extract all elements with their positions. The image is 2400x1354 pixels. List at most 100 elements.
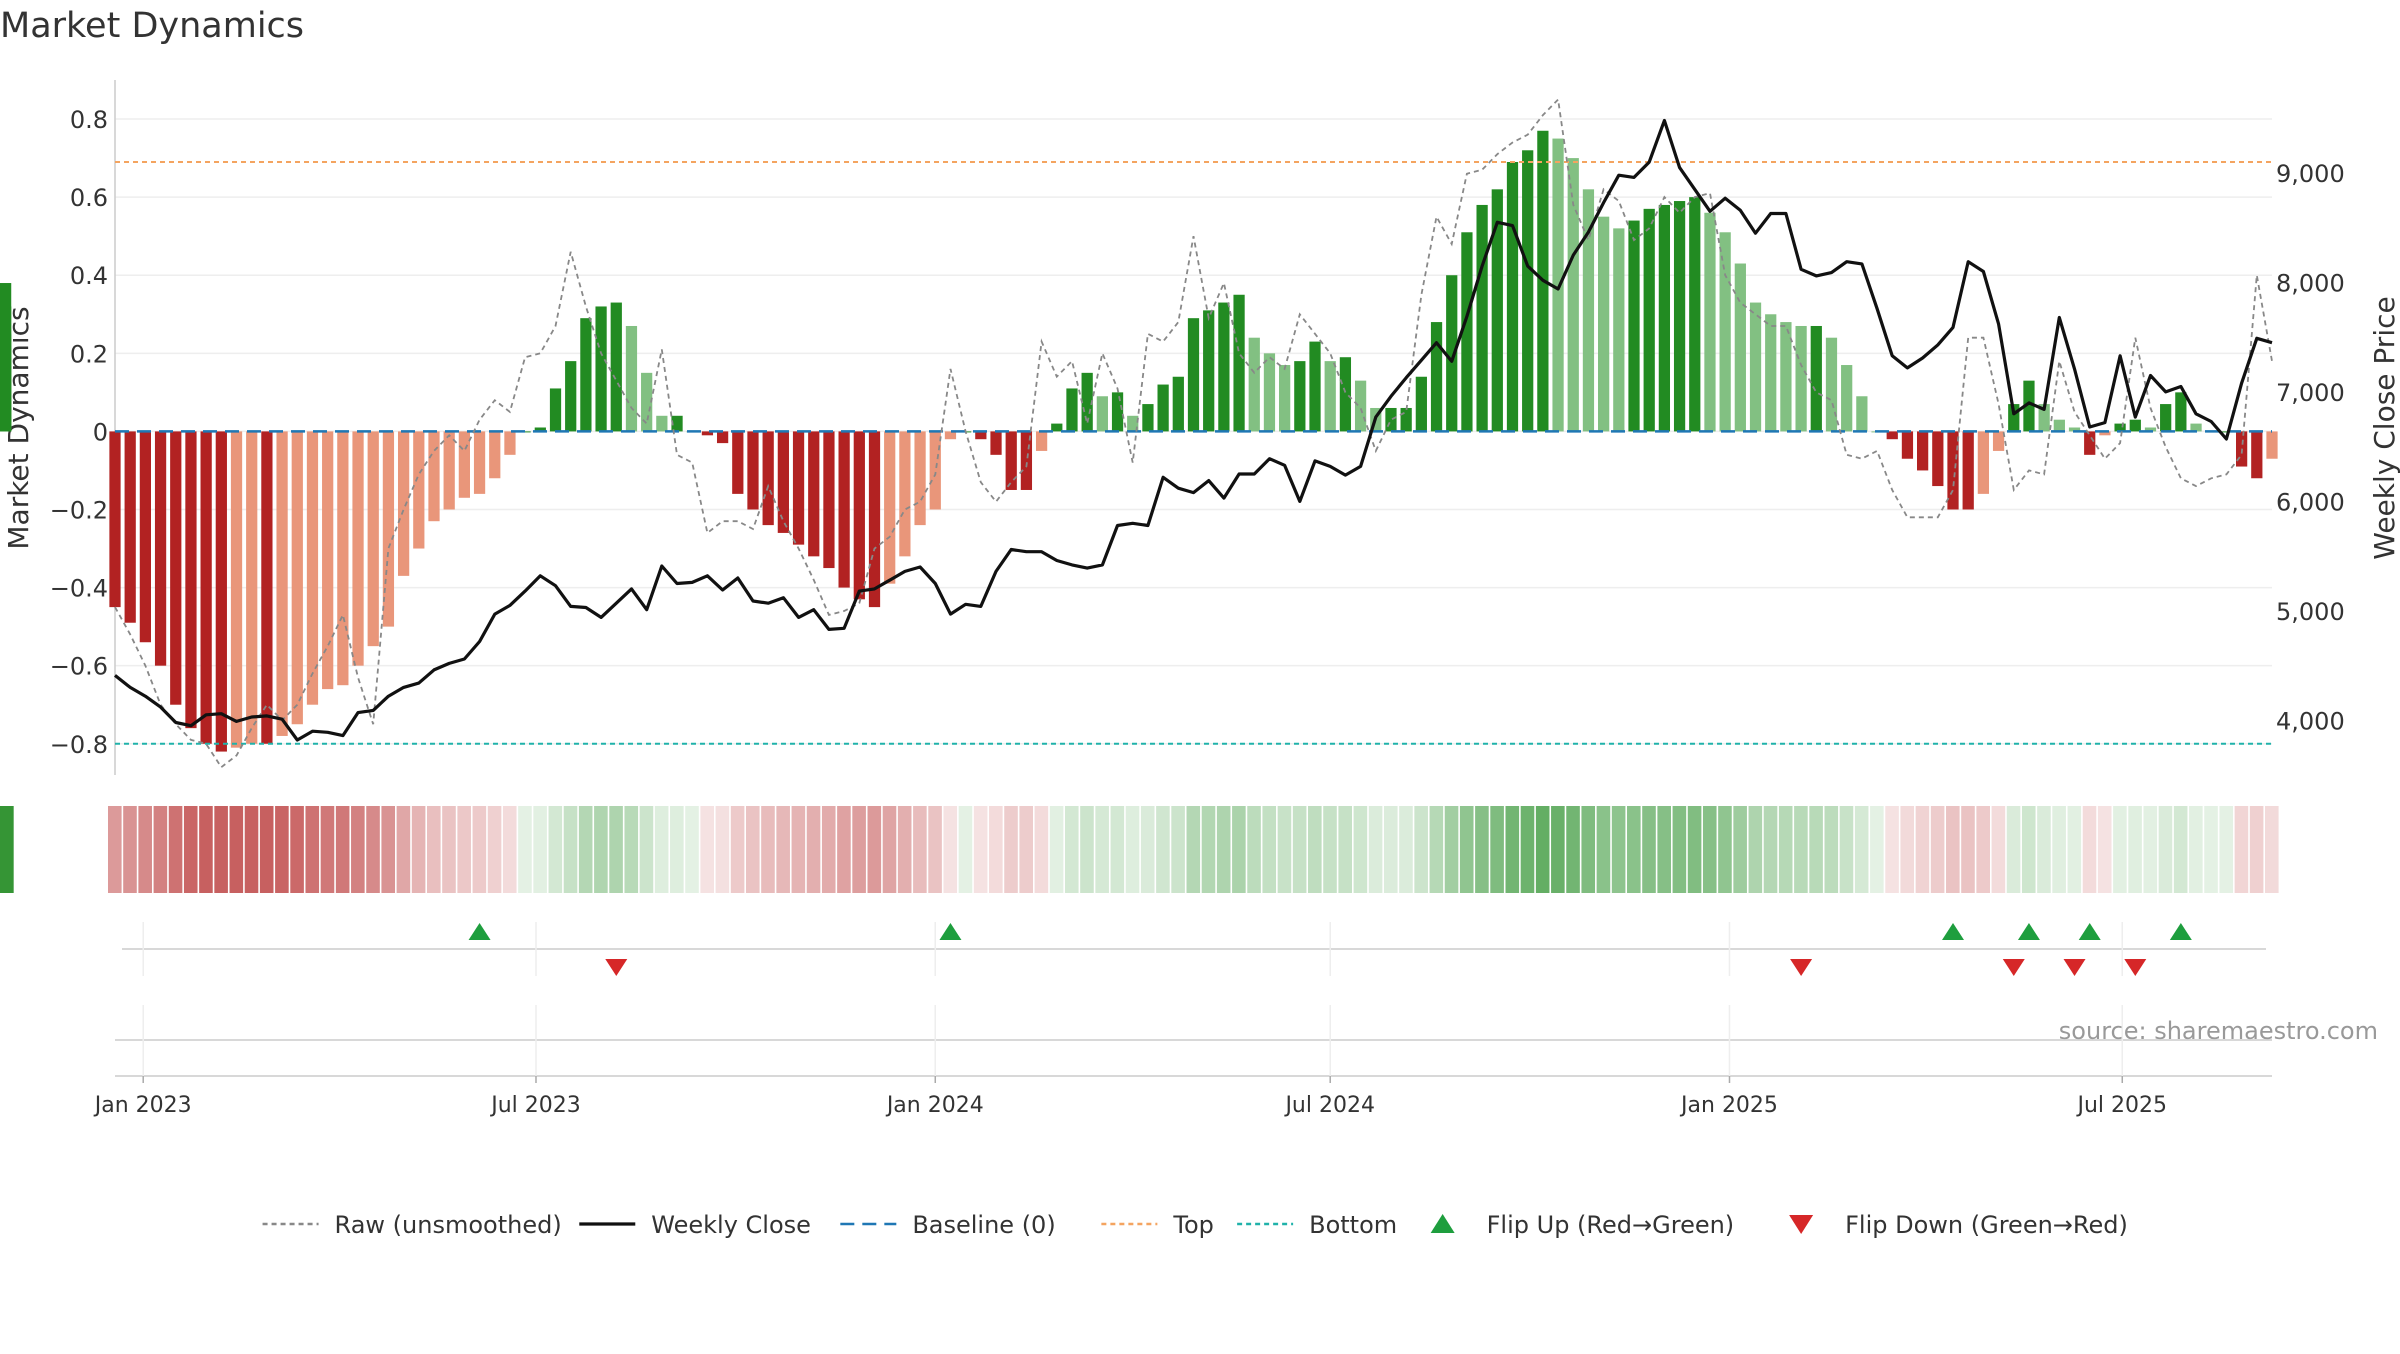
dynamics-bar: [1582, 189, 1595, 432]
dynamics-bar: [1886, 431, 1898, 440]
dynamics-bar: [215, 431, 227, 752]
heat-cell: [1019, 806, 1034, 893]
heat-cell: [1854, 806, 1869, 893]
source-label: source: sharemaestro.com: [2059, 1017, 2378, 1045]
flip-up-marker: [1942, 923, 1965, 940]
dynamics-bar: [1187, 318, 1200, 432]
dynamics-bar: [109, 431, 121, 608]
x-tick-label: Jul 2023: [489, 1093, 581, 1118]
dynamics-bar: [2266, 431, 2278, 459]
heat-cell: [1566, 806, 1580, 893]
heat-cell: [1915, 806, 1930, 893]
heat-cell: [1885, 806, 1899, 893]
heat-cell: [2113, 806, 2127, 893]
dynamics-bar: [1658, 204, 1671, 432]
flip-up-marker: [2078, 923, 2101, 940]
heat-cell: [1247, 806, 1261, 893]
dynamics-bar: [473, 431, 486, 494]
heat-cell: [2037, 806, 2051, 893]
heat-cell: [548, 806, 563, 893]
heat-cell: [973, 806, 988, 893]
dynamics-bar: [1294, 361, 1306, 432]
dynamics-bar: [1157, 384, 1169, 432]
heat-cell: [1778, 806, 1793, 893]
legend-item: Top: [1101, 1211, 1214, 1239]
heat-cell: [1034, 806, 1049, 893]
heat-cell: [1414, 806, 1428, 893]
dynamics-bar: [1962, 431, 1974, 510]
heat-cell: [153, 806, 168, 893]
dynamics-bar: [1749, 302, 1762, 432]
heat-cell: [1049, 806, 1064, 893]
dynamics-bar: [1841, 365, 1853, 432]
dynamics-bar: [200, 431, 212, 744]
left-tick-label: 0.4: [70, 262, 108, 290]
heat-cell: [1733, 806, 1747, 893]
heat-cell: [1292, 806, 1307, 893]
heat-cell: [1308, 806, 1322, 893]
legend-label: Top: [1172, 1211, 1214, 1239]
dynamics-bar: [2053, 419, 2065, 432]
dynamics-bar: [1172, 376, 1184, 432]
dynamics-bar: [261, 431, 273, 744]
heat-cell: [472, 806, 487, 893]
heat-cell: [2249, 806, 2264, 893]
left-tick-label: −0.4: [50, 575, 108, 603]
dynamics-bar: [2144, 427, 2157, 432]
heat-cell: [882, 806, 897, 893]
dynamics-bar: [1780, 322, 1792, 432]
dynamics-bar: [1248, 337, 1260, 432]
dynamics-bar: [1461, 232, 1473, 432]
heat-cell: [1232, 806, 1246, 893]
dynamics-bar: [732, 431, 744, 494]
dynamics-bar: [1719, 232, 1731, 432]
plot-layer: 0.8 0.6 0.4 0.2 0 −0.2 −0.4 −0.6 −0.8 9,000 8,000 7…: [0, 80, 2345, 1118]
dynamics-bar: [1233, 294, 1245, 432]
heat-cell: [305, 806, 320, 893]
heat-cell: [730, 806, 745, 893]
heat-cell: [897, 806, 912, 893]
dynamics-bar: [1324, 361, 1336, 432]
dynamics-bar: [580, 318, 592, 432]
heat-cell: [1900, 806, 1915, 893]
dynamics-bar: [2114, 423, 2126, 432]
heat-cell: [761, 806, 775, 893]
heat-cell: [2219, 806, 2234, 893]
heat-cell: [366, 806, 380, 893]
dynamics-bar: [337, 431, 349, 686]
x-tick-label: Jan 2024: [885, 1093, 984, 1118]
heat-cell: [2021, 806, 2036, 893]
heat-cell: [2006, 806, 2021, 893]
heat-cell: [1687, 806, 1702, 893]
heat-cell: [1277, 806, 1292, 893]
heat-cell: [563, 806, 578, 893]
heat-cell: [0, 806, 14, 893]
dynamics-bar: [914, 431, 926, 526]
left-tick-label: −0.2: [50, 496, 108, 524]
dynamics-bar: [1066, 388, 1078, 432]
dynamics-bar: [382, 431, 395, 627]
dynamics-bar: [1704, 212, 1716, 432]
dynamics-bar: [1218, 302, 1230, 432]
heat-cell: [1004, 806, 1018, 893]
dynamics-bar: [641, 372, 653, 432]
flip-up-marker: [2017, 923, 2040, 940]
dynamics-bar: [808, 431, 820, 557]
dynamics-bar: [853, 431, 865, 600]
dynamics-bar: [170, 431, 182, 705]
dynamics-bar: [1203, 310, 1215, 432]
heat-cell: [1824, 806, 1839, 893]
dynamics-bar: [1263, 353, 1276, 432]
raw-unsmoothed-line: [114, 97, 2273, 769]
heat-cell: [1672, 806, 1687, 893]
dynamics-bar: [230, 431, 243, 748]
heat-cell: [943, 806, 958, 893]
heat-cell: [1794, 806, 1808, 893]
heat-cell: [0, 806, 14, 893]
x-tick-label: Jan 2025: [1679, 1093, 1778, 1118]
legend-label: Flip Down (Green→Red): [1845, 1211, 2128, 1239]
heat-cell: [1991, 806, 2006, 893]
heat-cell: [2158, 806, 2173, 893]
dynamics-bar: [610, 302, 622, 432]
